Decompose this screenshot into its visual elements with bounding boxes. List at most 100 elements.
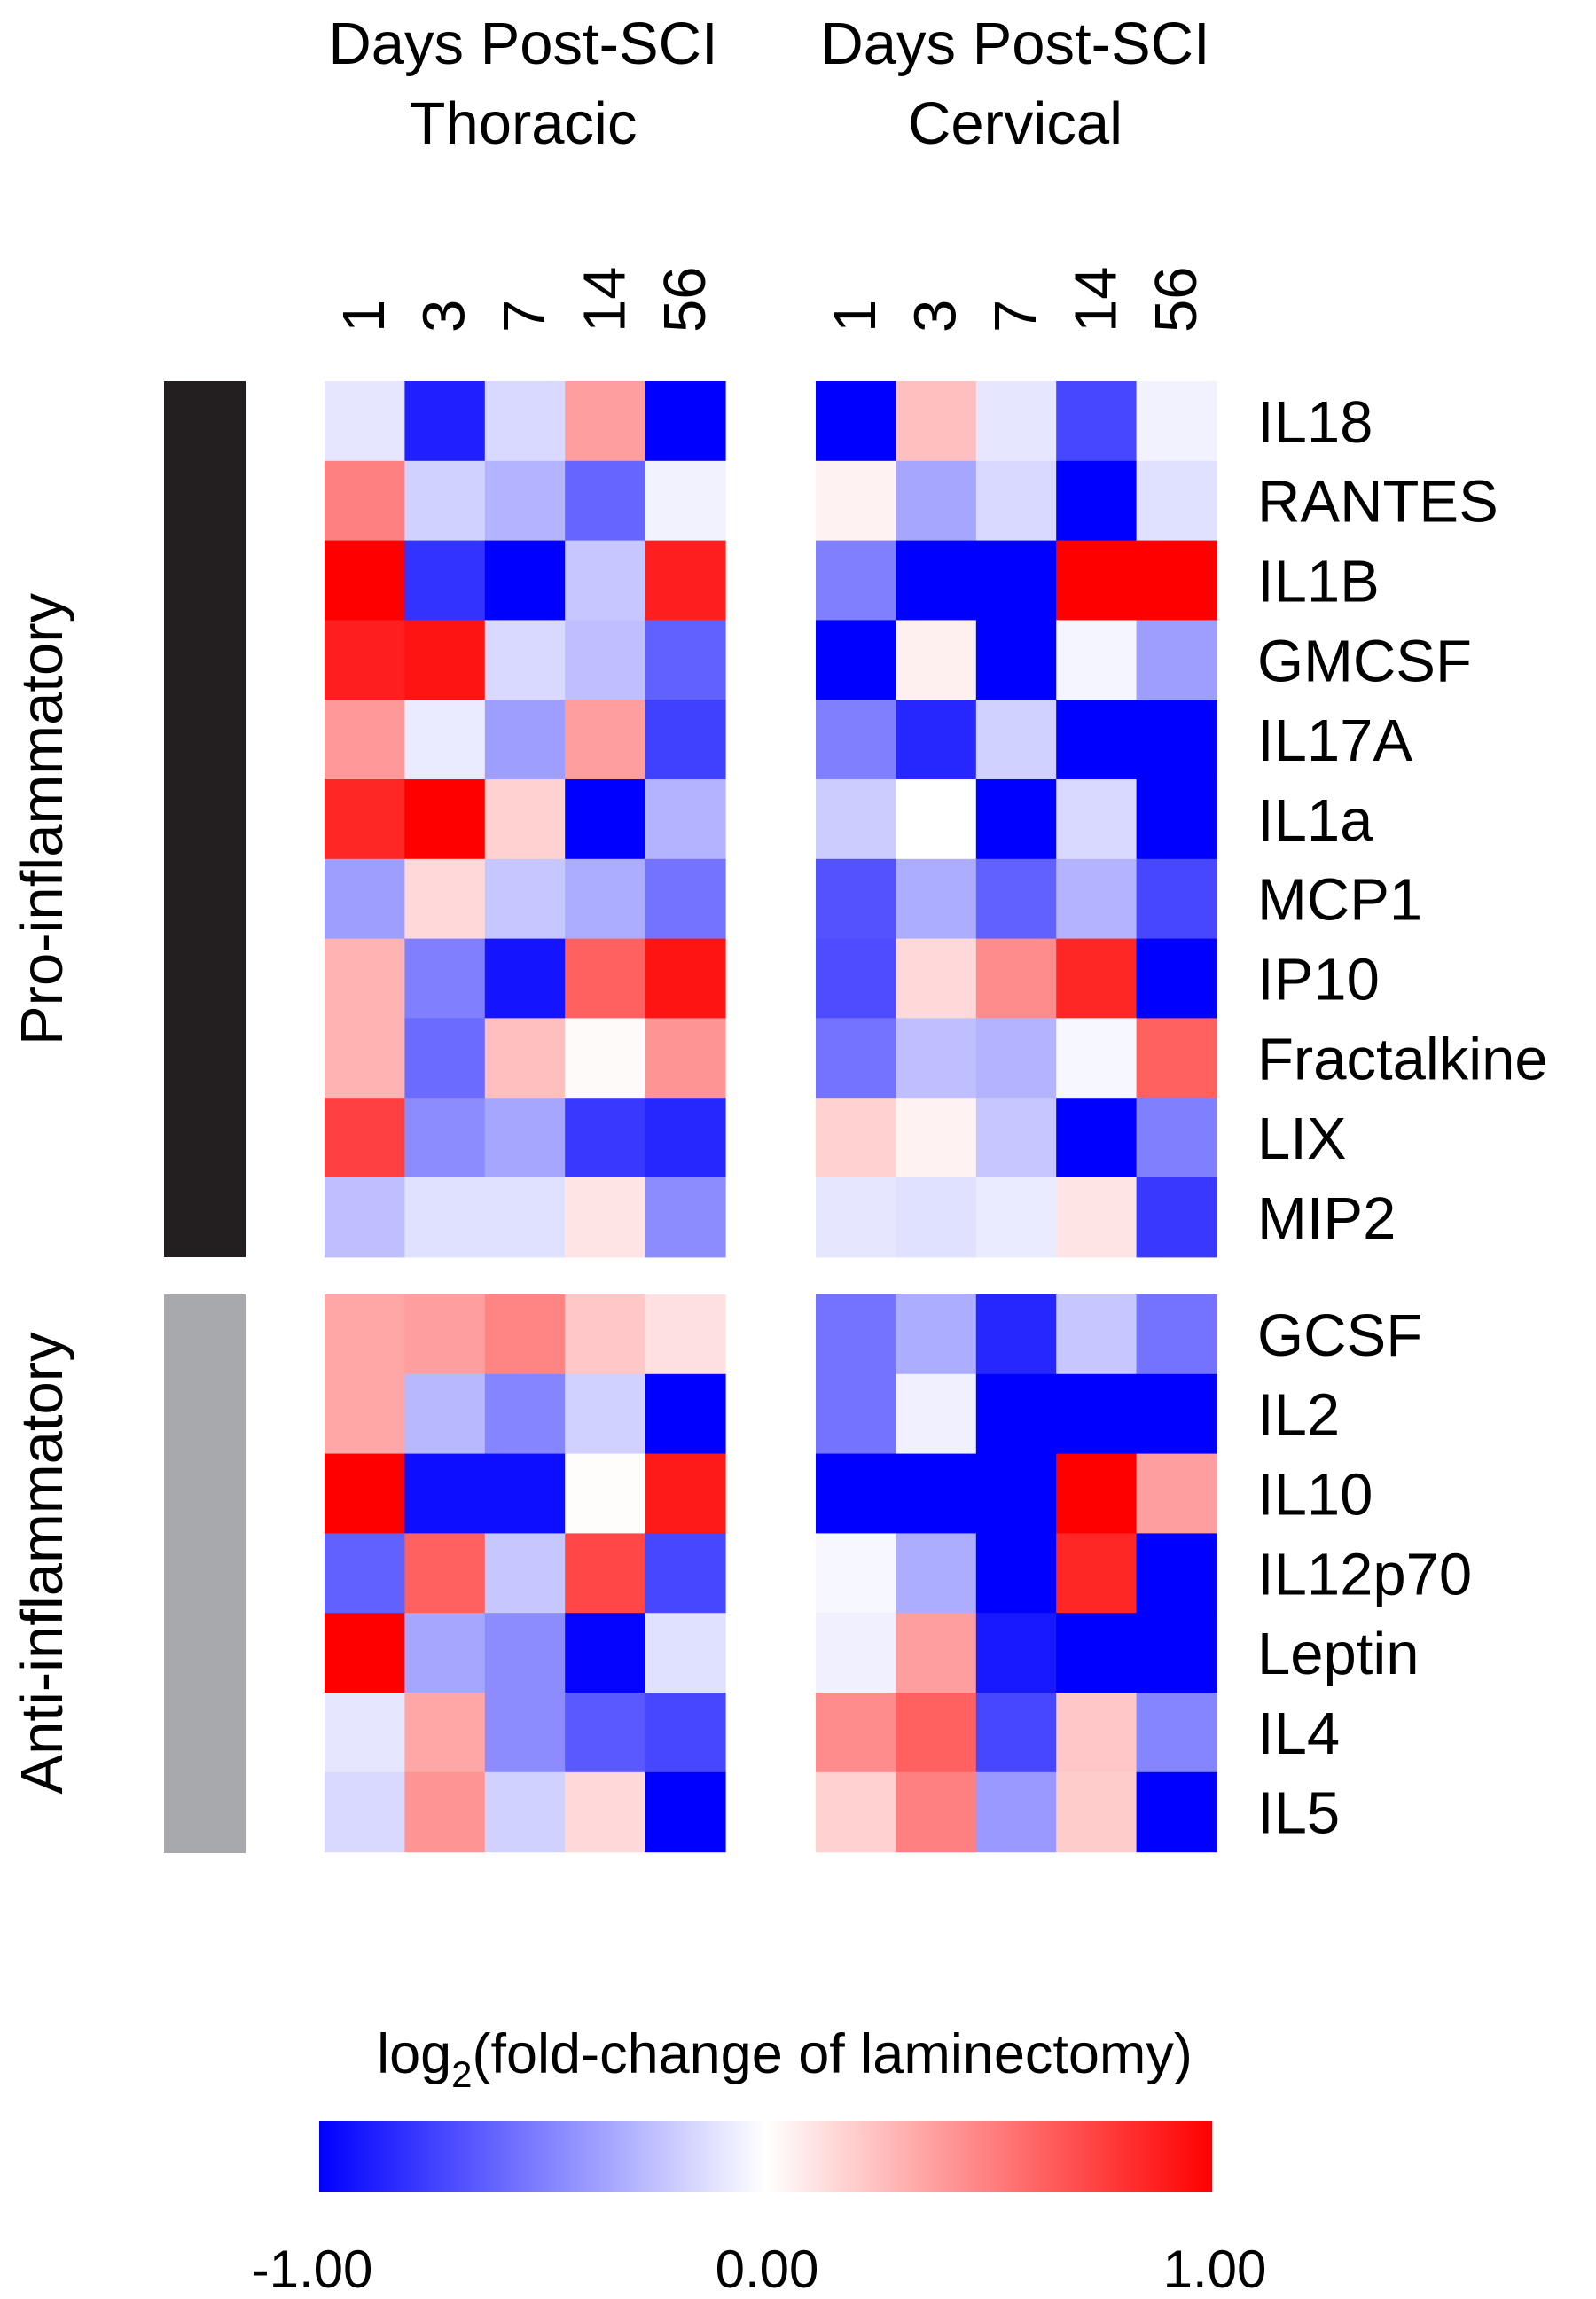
heatmap-cell [484,779,566,860]
heatmap-cell [645,1533,726,1614]
heatmap-cell [896,381,977,462]
heatmap-cell [1056,858,1138,940]
heatmap-cell [404,938,486,1019]
heatmap-cell [404,1613,486,1693]
heatmap-cell [975,620,1057,700]
heatmap-cell [975,1771,1057,1853]
heatmap-cell [404,540,486,621]
heatmap-cell [1056,1533,1138,1614]
heatmap-cell [645,1294,726,1375]
heatmap-cell [896,858,977,940]
colorbar-title-subscript: 2 [451,2053,472,2095]
colorbar [319,2121,1212,2192]
row-label: Fractalkine [1257,1026,1548,1092]
heatmap-cell [975,938,1057,1019]
row-label: RANTES [1257,469,1498,536]
heatmap-cell [975,1693,1057,1773]
heatmap-cell [896,1294,977,1375]
heatmap-cell [1136,1533,1217,1614]
heatmap-cell [896,1533,977,1614]
heatmap-cell [565,1771,646,1853]
thoracic-title-line2: Thoracic [410,90,638,157]
heatmap-cell [404,779,486,860]
heatmap-cell [816,1533,896,1614]
heatmap-cell [896,620,977,700]
heatmap-cell [325,460,405,542]
heatmap-cell [404,700,486,780]
heatmap-cell [484,858,566,940]
column-label: 14 [571,266,638,332]
heatmap-cell [565,1294,646,1375]
heatmap-cell [1056,1294,1138,1375]
column-label: 1 [822,300,888,332]
group-label-pro-inflammatory: Pro-inflammatory [9,592,75,1045]
heatmap-cell [645,460,726,542]
heatmap-cell [484,1373,566,1455]
colorbar-title: log2(fold-change of laminectomy) [377,2023,1193,2095]
heatmap-cell [565,1613,646,1693]
heatmap-cell [975,1453,1057,1534]
heatmap-cell [325,1533,405,1614]
row-label: IL5 [1257,1780,1340,1847]
heatmap-cell [816,938,896,1019]
heatmap-cell [1056,1177,1138,1258]
heatmap-cell [1136,1771,1217,1853]
heatmap-cell [484,1453,566,1534]
heatmap-cell [816,858,896,940]
column-label: 56 [652,266,718,332]
heatmap-cell [1136,700,1217,780]
heatmap-cell [565,1693,646,1773]
heatmap-cell [1136,1373,1217,1455]
heatmap-cell [565,460,646,542]
heatmap-cell [325,858,405,940]
heatmap-cell [1056,1453,1138,1534]
column-label: 3 [903,300,969,332]
heatmap-cell [816,700,896,780]
heatmap-cell [896,1613,977,1693]
heatmap-cell [896,1693,977,1773]
heatmap-cell [1136,1098,1217,1178]
heatmap-cell [975,1098,1057,1178]
heatmap-cell [404,858,486,940]
heatmap-cell [484,700,566,780]
heatmap-cell [816,779,896,860]
heatmap-cell [1056,700,1138,780]
heatmap-cell [975,858,1057,940]
heatmap-cell [816,1613,896,1693]
heatmap-cell [565,540,646,621]
heatmap-cell [404,460,486,542]
heatmap-cell [645,1177,726,1258]
heatmap-cell [484,460,566,542]
heatmap-cell [565,1533,646,1614]
heatmap-cell [325,1177,405,1258]
row-label: IL10 [1257,1462,1373,1529]
heatmap-cell [1136,1018,1217,1099]
row-label: IL17A [1257,708,1412,774]
heatmap-cell [484,1177,566,1258]
heatmap-cell [816,1018,896,1099]
row-label: IL1a [1257,787,1373,854]
heatmap-cell [896,938,977,1019]
row-labels: IL18 RANTES IL1B GMCSF IL17A IL1a MCP1 IP10 Frac… [1257,389,1548,1847]
row-label: MCP1 [1257,867,1422,934]
heatmap-cell [975,779,1057,860]
heatmap-cell [404,381,486,462]
heatmap-cell [1136,858,1217,940]
heatmap-cell [1056,938,1138,1019]
heatmap-cell [816,1373,896,1455]
heatmap-cell [565,1373,646,1455]
colorbar-tick-mid: 0.00 [716,2240,819,2299]
heatmap-cell [896,1373,977,1455]
heatmap-cell [816,1453,896,1534]
heatmap-cell [484,620,566,700]
colorbar-tick-min: -1.00 [252,2240,373,2299]
heatmap-cell [645,700,726,780]
heatmap-cell [896,700,977,780]
heatmap-cell [325,1693,405,1773]
heatmap-cell [484,1613,566,1693]
heatmap-cell [325,1018,405,1099]
heatmap-cell [645,1693,726,1773]
heatmap-cell [1136,620,1217,700]
heatmap-cell [484,381,566,462]
heatmap-cell [645,779,726,860]
